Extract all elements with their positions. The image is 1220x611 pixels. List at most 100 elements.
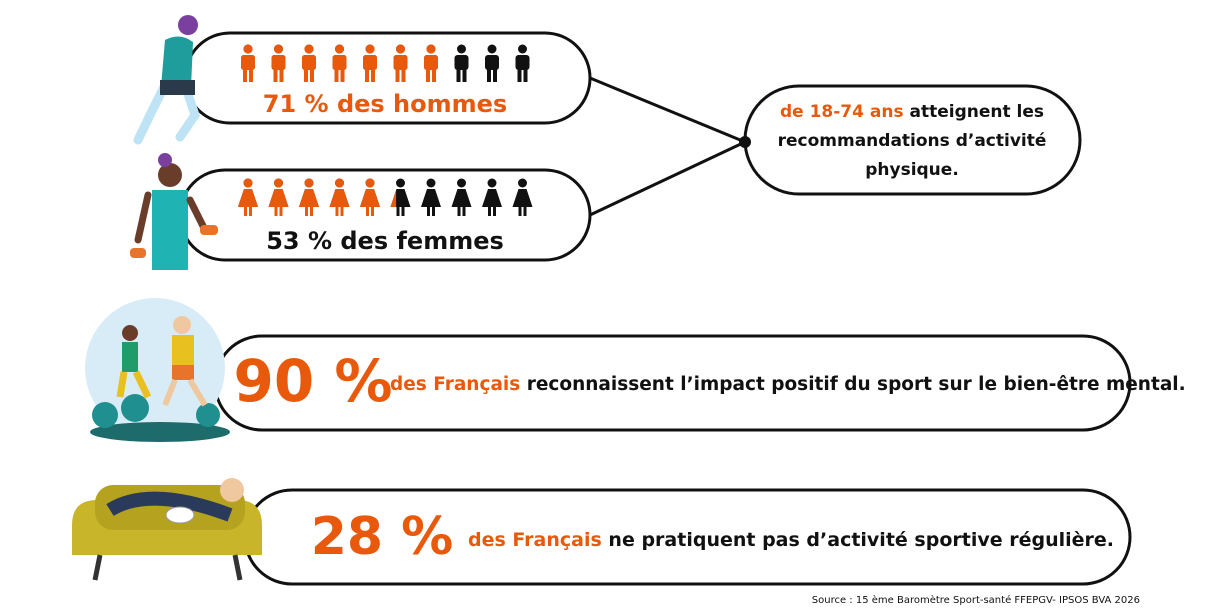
text-segment: des Français (390, 374, 520, 395)
statement: de 18-74 ans atteignent les recommandatio… (778, 102, 1047, 180)
icon-head (457, 44, 466, 54)
statement-segment: recommandations d’activité (778, 131, 1047, 151)
icon-body (299, 189, 319, 207)
icon-head (487, 44, 497, 54)
icon-head (243, 44, 253, 54)
icon-head (457, 178, 466, 188)
icon-leg (279, 206, 283, 216)
icon-leg (457, 206, 461, 216)
icon-base (515, 44, 530, 82)
statement-segment: de 18-74 ans (780, 102, 904, 122)
icon-filled (299, 178, 319, 216)
icon-leg (371, 68, 375, 82)
icon-body (363, 55, 377, 70)
icon-body (393, 55, 408, 70)
icon-base (454, 44, 469, 82)
icon-body (482, 189, 502, 207)
icon-filled (332, 44, 347, 82)
icon-body (329, 189, 350, 207)
icon-body (424, 55, 438, 70)
icon-leg (366, 206, 369, 216)
icon-filled (360, 178, 380, 216)
icon-head (396, 178, 405, 188)
icon-filled (390, 182, 397, 207)
icon-head (243, 178, 253, 188)
icon-body (451, 189, 472, 207)
icon-body (241, 55, 255, 70)
icon-filled (241, 44, 255, 82)
icon-base (451, 178, 472, 216)
icon-rows (238, 44, 533, 216)
statement-line: recommandations d’activité (778, 131, 1047, 151)
icon-base (485, 44, 499, 82)
icon-body (360, 189, 380, 207)
icon-body (485, 55, 499, 70)
mental-text: des Français reconnaissent l’impact posi… (390, 374, 1186, 395)
statement-segment: physique. (865, 160, 959, 180)
icon-leg (456, 68, 461, 82)
icon-base (421, 178, 441, 216)
icon-leg (427, 206, 430, 216)
icon-head (365, 178, 375, 188)
icon-leg (432, 206, 435, 216)
icon-filled (393, 44, 408, 82)
connector-node (739, 136, 751, 148)
icon-leg (432, 68, 436, 82)
icon-head (335, 178, 344, 188)
icon-base (512, 178, 533, 216)
icon-head (335, 44, 344, 54)
icon-leg (493, 68, 497, 82)
statement-segment: atteignent les (904, 102, 1044, 122)
woman-illustration (130, 153, 218, 270)
icon-filled (271, 44, 286, 82)
icon-leg (523, 68, 528, 82)
icon-leg (426, 68, 430, 82)
icon-leg (462, 68, 467, 82)
women-label: 53 % des femmes (266, 227, 504, 255)
inactive-text: des Français ne pratiquent pas d’activit… (468, 529, 1114, 551)
icon-leg (487, 68, 491, 82)
icon-leg (310, 206, 313, 216)
icon-leg (340, 206, 344, 216)
icon-head (274, 178, 283, 188)
connector (589, 140, 746, 217)
icon-body (421, 189, 441, 207)
icon-leg (243, 68, 247, 82)
icon-leg (304, 68, 308, 82)
text-segment: des Français (468, 529, 602, 551)
icon-leg (401, 206, 405, 216)
icon-leg (273, 68, 278, 82)
icon-body (271, 55, 286, 70)
statement-line: physique. (865, 160, 959, 180)
icon-body (515, 55, 530, 70)
icon-leg (401, 68, 406, 82)
icon-base (482, 178, 502, 216)
icon-leg (310, 68, 314, 82)
icon-filled (424, 44, 438, 82)
sofa-illustration (72, 478, 262, 581)
jumping-illustration (85, 298, 230, 442)
icon-body (238, 189, 258, 207)
statement-line: de 18-74 ans atteignent les (780, 102, 1044, 122)
icon-body (454, 55, 469, 70)
icon-head (274, 44, 283, 54)
icon-leg (340, 68, 345, 82)
icon-leg (396, 206, 400, 216)
icon-head (304, 44, 314, 54)
icon-head (426, 178, 436, 188)
icon-leg (249, 68, 253, 82)
icon-leg (395, 68, 400, 82)
icon-head (518, 44, 527, 54)
text-segment: ne pratiquent pas d’activité sportive ré… (602, 529, 1114, 551)
icon-leg (249, 206, 252, 216)
icon-filled (363, 44, 377, 82)
icon-filled (302, 44, 316, 82)
icon-leg (462, 206, 466, 216)
icon-leg (334, 68, 339, 82)
source: Source : 15 ème Baromètre Sport-santé FF… (812, 594, 1140, 606)
runner-illustration (133, 15, 200, 145)
icon-leg (244, 206, 247, 216)
icon-leg (518, 206, 522, 216)
men-label: 71 % des hommes (263, 90, 507, 118)
